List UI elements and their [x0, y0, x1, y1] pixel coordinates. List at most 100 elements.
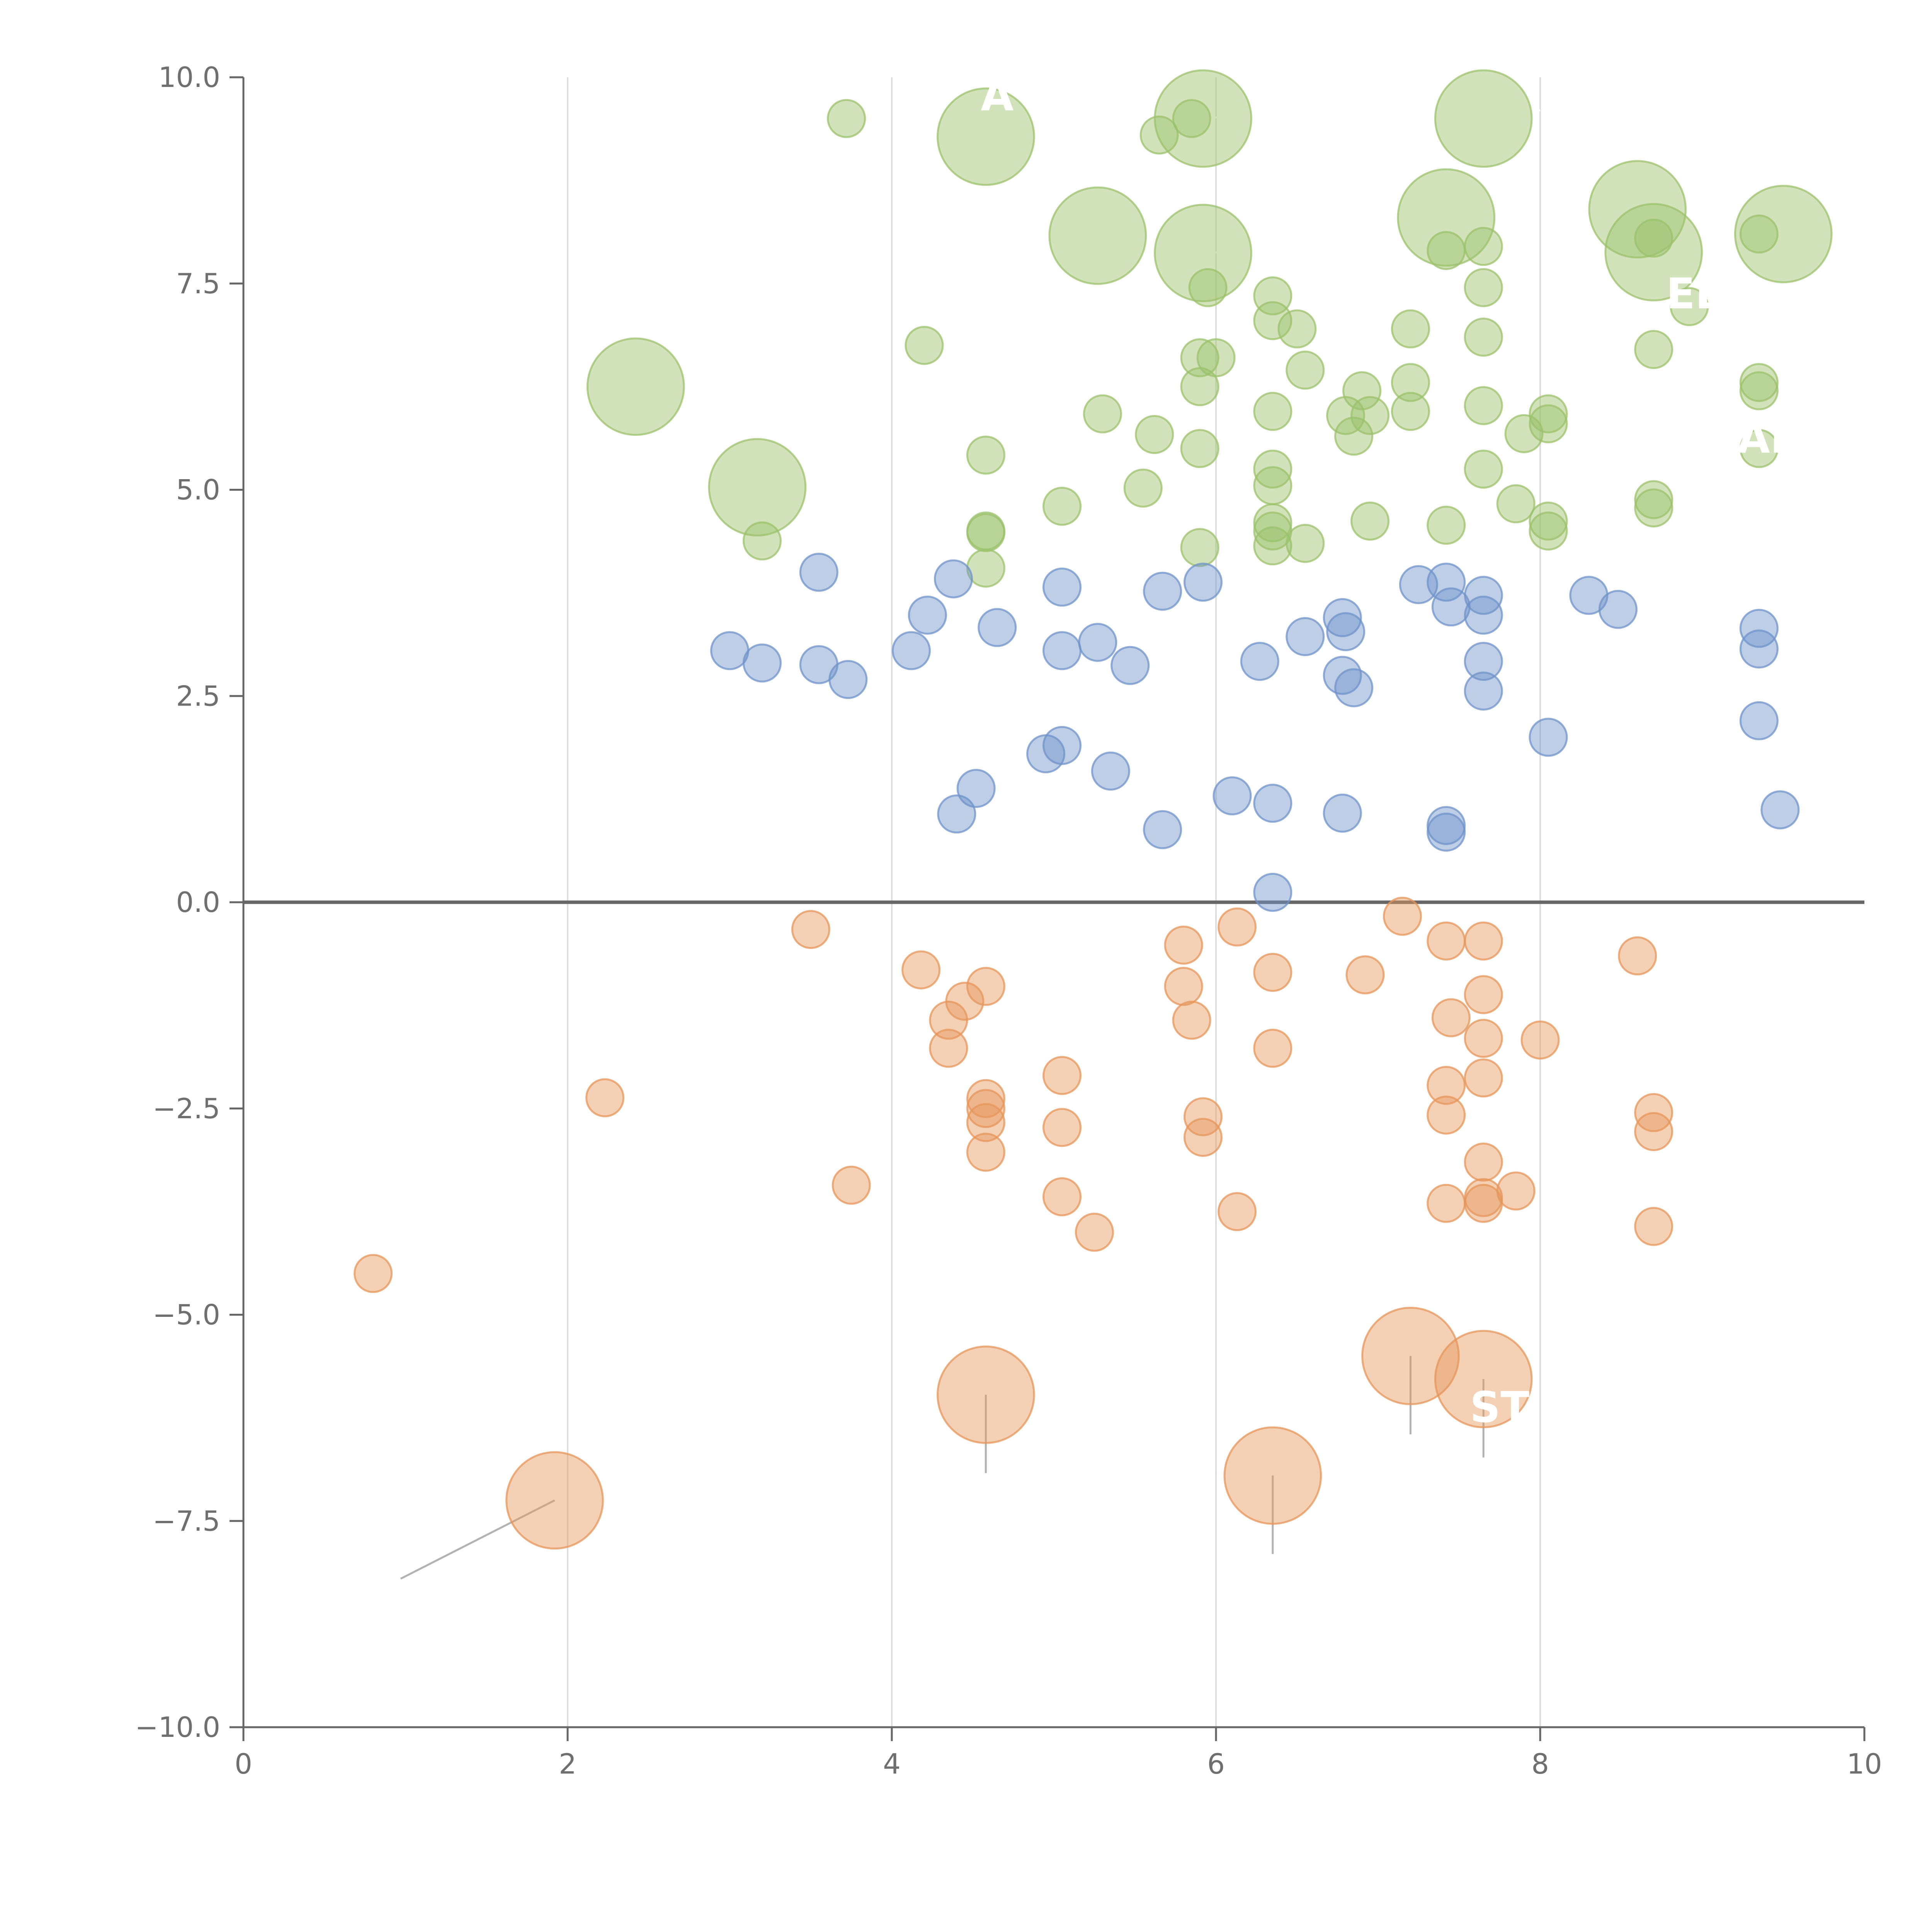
- scatter-point: [1634, 330, 1673, 369]
- y-tick-label: 2.5: [176, 680, 220, 712]
- scatter-point: [901, 950, 941, 990]
- scatter-point: [1383, 896, 1422, 936]
- point-annotation: AL: [1737, 413, 1797, 463]
- scatter-point: [1427, 1184, 1466, 1223]
- scatter-point: [1334, 668, 1374, 707]
- scatter-point: [1391, 309, 1430, 349]
- scatter-point: [1391, 363, 1430, 402]
- scatter-point: [1464, 1058, 1503, 1098]
- scatter-point: [1111, 646, 1150, 685]
- scatter-point: [1464, 449, 1503, 489]
- scatter-point: [1143, 810, 1182, 849]
- scatter-point: [978, 608, 1017, 647]
- scatter-point: [1154, 69, 1252, 168]
- y-tick-label: −5.0: [153, 1299, 220, 1331]
- scatter-point: [1634, 1112, 1673, 1151]
- scatter-point: [1253, 449, 1293, 489]
- scatter-point: [1464, 576, 1503, 615]
- scatter-point: [1180, 528, 1219, 567]
- scatter-point: [1183, 1097, 1223, 1136]
- scatter-point: [708, 438, 807, 537]
- scatter-point: [1334, 417, 1374, 456]
- scatter-point: [1139, 115, 1179, 155]
- scatter-point: [1604, 203, 1703, 301]
- scatter-point: [1529, 404, 1568, 444]
- scatter-point: [832, 1165, 871, 1205]
- scatter-point: [1091, 752, 1130, 791]
- scatter-point: [929, 1029, 968, 1068]
- scatter-point: [1464, 921, 1503, 961]
- scatter-point: [1323, 656, 1362, 695]
- scatter-point: [1529, 511, 1568, 551]
- axis-layer: 0 2 4 6 8 10 −10.0 −7.5 −5.0 −2.5 0.0 2.5 5.0 7.5 10.0: [135, 61, 1882, 1780]
- scatter-point: [934, 559, 973, 599]
- leader-line: [985, 119, 1027, 138]
- scatter-point: [1253, 526, 1293, 566]
- y-tick-label: 7.5: [176, 267, 220, 300]
- scatter-point: [354, 1254, 393, 1293]
- scatter-point: [1569, 576, 1609, 615]
- scatter-point: [966, 1089, 1005, 1128]
- scatter-point: [1048, 186, 1147, 285]
- scatter-point: [1253, 1029, 1293, 1068]
- y-tick-label: −10.0: [135, 1711, 220, 1743]
- scatter-point: [1350, 396, 1390, 435]
- scatter-point: [1529, 394, 1568, 434]
- scatter-point: [1342, 371, 1382, 410]
- scatter-point: [828, 660, 868, 699]
- scatter-point: [1223, 1426, 1322, 1525]
- scatter-point: [1464, 642, 1503, 681]
- leader-line: [1203, 250, 1244, 254]
- scatter-point: [1734, 185, 1833, 283]
- scatter-point: [1739, 629, 1779, 669]
- scatter-point: [1427, 1066, 1466, 1105]
- scatter-point: [1172, 1000, 1211, 1040]
- scatter-point: [1253, 503, 1293, 543]
- x-tick-label: 6: [1207, 1748, 1225, 1780]
- scatter-point: [1739, 701, 1779, 740]
- y-tick-label: 0.0: [176, 886, 220, 918]
- scatter-point: [1253, 784, 1293, 823]
- scatter-point: [1464, 975, 1503, 1014]
- scatter-point: [1253, 872, 1293, 912]
- scatter-point: [1183, 1117, 1223, 1157]
- scatter-point: [1286, 617, 1325, 656]
- scatter-point: [1218, 907, 1257, 947]
- scatter-point: [1253, 301, 1293, 340]
- scatter-point: [1286, 350, 1325, 390]
- scatter-point: [742, 521, 782, 561]
- scatter-point: [1323, 793, 1362, 833]
- scatter-point: [1042, 567, 1082, 607]
- scatter-point: [1464, 1143, 1503, 1182]
- scatter-point: [1164, 925, 1203, 965]
- scatter-point: [1634, 488, 1673, 527]
- scatter-point: [1154, 204, 1252, 303]
- scatter-point: [791, 910, 830, 949]
- scatter-point: [1135, 415, 1174, 454]
- leader-line: [1766, 233, 1784, 260]
- scatter-point: [1588, 160, 1687, 259]
- scatter-point: [1739, 214, 1779, 254]
- leader-line: [757, 482, 798, 488]
- scatter-point: [1427, 1095, 1466, 1135]
- scatter-point: [1427, 563, 1466, 602]
- scatter-point: [1618, 936, 1657, 976]
- scatter-point: [1634, 480, 1673, 519]
- scatter-point: [1434, 1330, 1533, 1429]
- x-tick-label: 2: [559, 1748, 577, 1780]
- scatter-point: [1042, 726, 1082, 765]
- scatter-point: [1397, 168, 1495, 267]
- scatter-point: [1464, 1019, 1503, 1058]
- scatter-point: [1326, 612, 1366, 651]
- scatter-point: [1253, 466, 1293, 505]
- scatter-point: [1180, 367, 1219, 406]
- scatter-point: [1634, 218, 1673, 258]
- scatter-point: [929, 1000, 968, 1040]
- scatter-point: [799, 553, 838, 592]
- scatter-point: [966, 513, 1005, 553]
- scatter-point: [1464, 595, 1503, 635]
- scatter-point: [1739, 363, 1779, 402]
- scatter-point: [966, 967, 1005, 1006]
- scatter-point: [1253, 952, 1293, 992]
